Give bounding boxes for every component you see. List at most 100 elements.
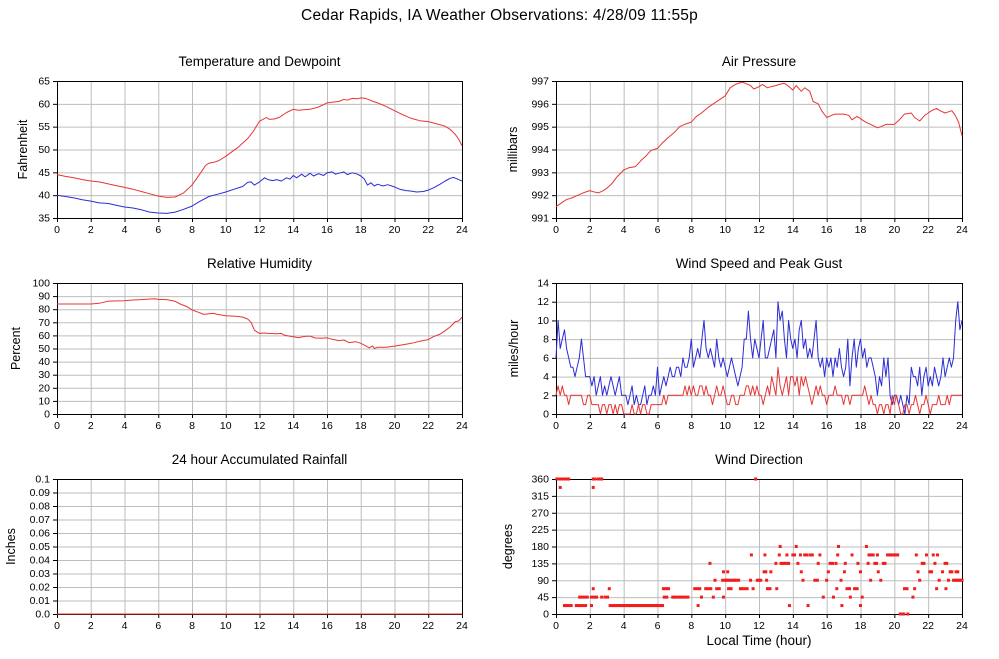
wind-direction-point: [956, 570, 960, 574]
x-tick-label: 4: [122, 224, 128, 236]
x-tick-label: 8: [189, 224, 195, 236]
wind-direction-point: [777, 553, 781, 557]
wind-direction-point: [613, 604, 617, 608]
y-tick-label: 90: [38, 291, 50, 303]
chart-wind-direction: 0 2 4 6 8 10 12 14 16 18 20 22 24 0 45 90 135 180 225 270 31…: [500, 446, 999, 659]
wind-direction-point: [721, 570, 725, 574]
wind-direction-point: [727, 578, 731, 582]
x-tick-label: 0: [54, 620, 60, 632]
x-tick-label: 12: [254, 620, 266, 632]
wind-direction-point: [727, 587, 731, 591]
wind-direction-point: [806, 604, 810, 608]
wind-direction-point: [645, 604, 649, 608]
wind-direction-point: [625, 604, 629, 608]
wind-direction-point: [612, 604, 616, 608]
wind-direction-point: [813, 578, 817, 582]
wind-direction-point: [654, 604, 658, 608]
wind-direction-point: [709, 587, 713, 591]
wind-direction-point: [644, 604, 648, 608]
dewpoint-line: [56, 171, 463, 214]
wind-direction-point: [935, 553, 939, 557]
x-tick-label: 18: [855, 620, 867, 632]
wind-direction-point: [793, 553, 797, 557]
wind-direction-point: [883, 561, 887, 565]
axis-tick-labels: 0 2 4 6 8 10 12 14 16 18 20 22 249919929939949959969…: [531, 76, 968, 237]
wind-direction-point: [634, 604, 638, 608]
wind-direction-point: [569, 604, 573, 608]
wind-direction-point: [782, 561, 786, 565]
y-tick-label: 80: [38, 304, 50, 316]
wind-direction-point: [958, 578, 962, 582]
wind-direction-point: [889, 553, 893, 557]
x-tick-label: 8: [189, 620, 195, 632]
y-tick-label: 35: [38, 213, 50, 225]
x-tick-label: 4: [621, 224, 627, 236]
wind-direction-point: [728, 578, 732, 582]
axis-tick-labels: 0 2 4 6 8 10 12 14 16 18 20 22 240102030405060708090…: [32, 278, 468, 433]
wind-direction-point: [757, 578, 761, 582]
x-tick-label: 6: [655, 224, 661, 236]
wind-direction-point: [828, 561, 832, 565]
wind-direction-point: [578, 595, 582, 599]
y-tick-label: 8: [543, 334, 549, 346]
wind-direction-point: [574, 604, 578, 608]
wind-direction-point: [779, 561, 783, 565]
y-tick-label: 315: [531, 490, 549, 502]
wind-direction-point: [565, 477, 569, 481]
y-tick-label: 997: [531, 76, 549, 88]
wind-direction-point: [945, 561, 949, 565]
wind-direction-point: [944, 587, 948, 591]
chart-canvas-rainfall: 0 2 4 6 8 10 12 14 16 18 20 22 240.00.010.020.030.04…: [4, 452, 468, 632]
y-axis-label: millibars: [506, 127, 520, 173]
chart-rainfall: 0 2 4 6 8 10 12 14 16 18 20 22 24 0.0 0.01 0.02 0.03 0.04…: [0, 446, 500, 659]
wind-direction-point: [677, 595, 681, 599]
wind-direction-point: [721, 595, 725, 599]
wind-direction-point: [659, 604, 663, 608]
x-tick-label: 22: [422, 224, 434, 236]
wind-direction-point: [637, 604, 641, 608]
wind-direction-point: [590, 595, 594, 599]
wind-direction-point: [955, 578, 959, 582]
y-tick-label: 360: [531, 474, 549, 486]
y-tick-label: 0.02: [30, 582, 51, 594]
wind-direction-point: [562, 604, 566, 608]
wind-direction-point: [911, 595, 915, 599]
y-tick-label: 135: [531, 558, 549, 570]
wind-direction-point: [622, 604, 626, 608]
wind-direction-point: [598, 477, 602, 481]
wind-direction-point: [617, 604, 621, 608]
wind-direction-point: [848, 595, 852, 599]
y-tick-label: 0.01: [30, 595, 51, 607]
wind-direction-point: [887, 553, 891, 557]
wind-direction-point: [831, 561, 835, 565]
wind-direction-point: [775, 587, 779, 591]
chart-canvas-relative-humidity: 0 2 4 6 8 10 12 14 16 18 20 22 240102030405060708090…: [9, 256, 468, 433]
wind-direction-point: [630, 604, 634, 608]
y-tick-label: 90: [537, 575, 549, 587]
wind-direction-point: [581, 604, 585, 608]
x-tick-label: 16: [321, 620, 333, 632]
x-tick-label: 2: [88, 420, 94, 432]
y-tick-label: 0.03: [30, 568, 51, 580]
y-tick-label: 40: [38, 356, 50, 368]
wind-direction-point: [721, 578, 725, 582]
wind-direction-point: [671, 595, 675, 599]
x-tick-label: 6: [655, 620, 661, 632]
wind-direction-point: [826, 570, 830, 574]
x-tick-label: 18: [355, 420, 367, 432]
wind-direction-point: [734, 578, 738, 582]
wind-direction-point: [755, 578, 759, 582]
temperature-line: [56, 97, 463, 198]
wind-direction-point: [864, 545, 868, 548]
wind-direction-point: [717, 587, 721, 591]
wind-direction-point: [640, 604, 644, 608]
wind-direction-point: [916, 570, 920, 574]
wind-direction-point: [679, 595, 683, 599]
grid-lines: [57, 81, 463, 219]
wind-direction-point: [652, 604, 656, 608]
wind-direction-point: [754, 477, 758, 481]
wind-direction-point: [842, 570, 846, 574]
x-tick-label: 24: [456, 224, 468, 236]
wind-direction-point: [723, 578, 727, 582]
wind-direction-point: [855, 587, 859, 591]
